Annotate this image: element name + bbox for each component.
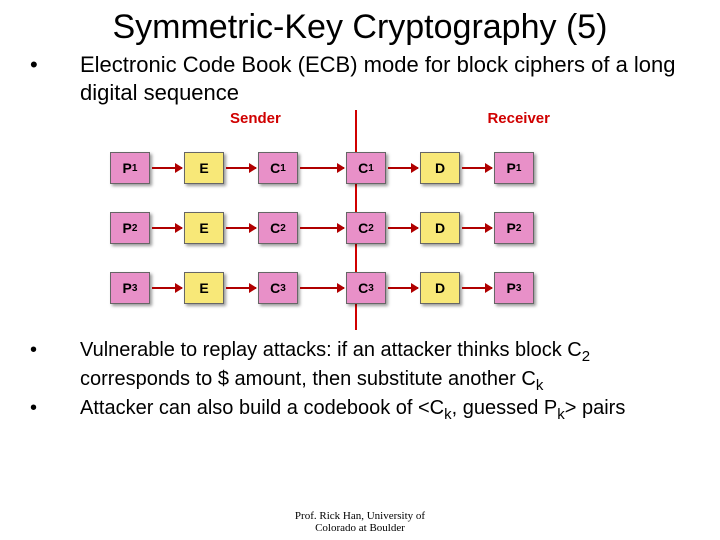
text: corresponds to $ amount, then substitute…	[80, 368, 536, 390]
bullet-2-text: Vulnerable to replay attacks: if an atta…	[80, 338, 700, 396]
footer: Prof. Rick Han, University of Colorado a…	[0, 510, 720, 534]
pink-box: P1	[494, 152, 534, 184]
arrow-icon	[388, 227, 418, 229]
arrow-icon	[300, 227, 344, 229]
text: > pairs	[565, 397, 626, 419]
bullet-dot: •	[20, 338, 80, 363]
subscript: k	[444, 406, 452, 423]
arrow-icon	[152, 287, 182, 289]
bullet-1: • Electronic Code Book (ECB) mode for bl…	[0, 51, 720, 106]
subscript: k	[557, 406, 565, 423]
pink-box: C2	[258, 212, 298, 244]
arrow-icon	[152, 167, 182, 169]
footer-line2: Colorado at Boulder	[315, 522, 405, 534]
diagram-rows: P1 E C1 C1 D P1 P2 E C2 C2 D P2 P3 E C3 C3 D P3	[110, 138, 534, 318]
bullet-dot: •	[20, 396, 80, 421]
diagram-row: P3 E C3 C3 D P3	[110, 258, 534, 318]
text: Attacker can also build a codebook of <C	[80, 397, 444, 419]
yellow-box: D	[420, 152, 460, 184]
yellow-box: D	[420, 212, 460, 244]
bullet-3: • Attacker can also build a codebook of …	[0, 396, 720, 425]
subscript: k	[536, 377, 544, 394]
slide-title: Symmetric-Key Cryptography (5)	[0, 0, 720, 51]
pink-box: P2	[110, 212, 150, 244]
ecb-diagram: Sender Receiver P1 E C1 C1 D P1 P2 E C2 C2 D P2 P3 E C…	[110, 110, 610, 330]
subscript: 2	[582, 348, 590, 365]
arrow-icon	[462, 167, 492, 169]
bullet-3-text: Attacker can also build a codebook of <C…	[80, 396, 700, 425]
diagram-row: P2 E C2 C2 D P2	[110, 198, 534, 258]
bullet-1-text: Electronic Code Book (ECB) mode for bloc…	[80, 51, 700, 106]
arrow-icon	[226, 227, 256, 229]
arrow-icon	[462, 287, 492, 289]
pink-box: P2	[494, 212, 534, 244]
receiver-label: Receiver	[487, 110, 550, 127]
bullet-dot: •	[20, 51, 80, 79]
pink-box: C1	[346, 152, 386, 184]
pink-box: C2	[346, 212, 386, 244]
arrow-icon	[226, 167, 256, 169]
arrow-icon	[462, 227, 492, 229]
yellow-box: E	[184, 152, 224, 184]
pink-box: P3	[110, 272, 150, 304]
pink-box: P1	[110, 152, 150, 184]
arrow-icon	[388, 287, 418, 289]
text: Vulnerable to replay attacks: if an atta…	[80, 339, 582, 361]
pink-box: C3	[258, 272, 298, 304]
yellow-box: E	[184, 212, 224, 244]
sender-label: Sender	[230, 110, 281, 127]
pink-box: P3	[494, 272, 534, 304]
arrow-icon	[300, 287, 344, 289]
diagram-row: P1 E C1 C1 D P1	[110, 138, 534, 198]
arrow-icon	[152, 227, 182, 229]
pink-box: C1	[258, 152, 298, 184]
arrow-icon	[388, 167, 418, 169]
pink-box: C3	[346, 272, 386, 304]
yellow-box: E	[184, 272, 224, 304]
arrow-icon	[226, 287, 256, 289]
bullet-2: • Vulnerable to replay attacks: if an at…	[0, 338, 720, 396]
text: , guessed P	[452, 397, 558, 419]
footer-line1: Prof. Rick Han, University of	[295, 510, 425, 522]
yellow-box: D	[420, 272, 460, 304]
arrow-icon	[300, 167, 344, 169]
